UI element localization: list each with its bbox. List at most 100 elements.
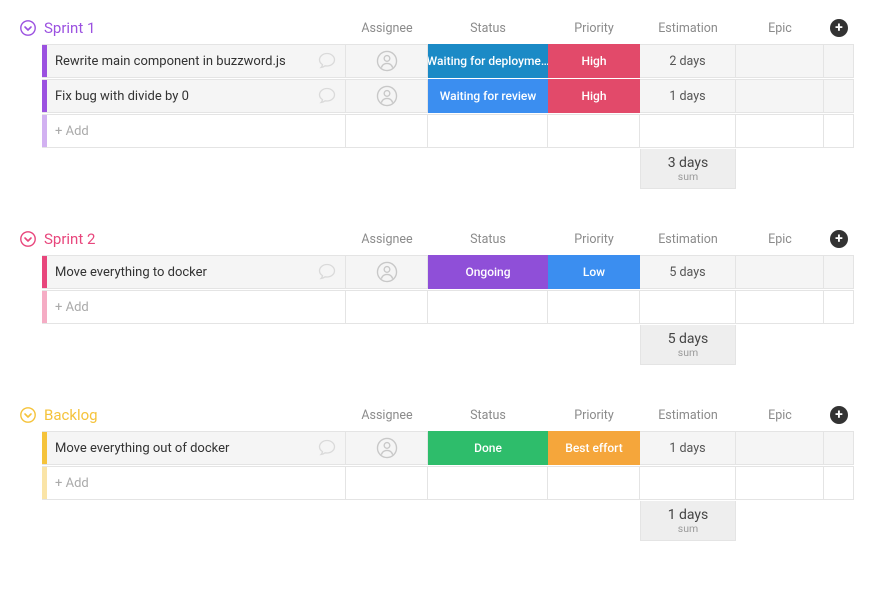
row-end (824, 44, 854, 78)
table-row[interactable]: Fix bug with divide by 0 Waiting for revi… (20, 79, 854, 113)
task-title-cell[interactable]: Fix bug with divide by 0 (42, 79, 346, 113)
epic-cell[interactable] (736, 255, 824, 289)
column-header-priority[interactable]: Priority (548, 232, 640, 247)
column-header-status[interactable]: Status (428, 21, 548, 36)
group: Sprint 1AssigneeStatusPriorityEstimation… (20, 14, 854, 189)
sum-label: sum (678, 170, 698, 183)
priority-cell[interactable]: High (548, 79, 640, 113)
collapse-icon[interactable] (20, 407, 36, 423)
add-row[interactable]: + Add (20, 466, 854, 500)
column-header-estimation[interactable]: Estimation (640, 408, 736, 423)
sum-label: sum (678, 522, 698, 535)
add-row-cell[interactable]: + Add (42, 114, 346, 148)
empty-cell (548, 114, 640, 148)
column-header-assignee[interactable]: Assignee (346, 408, 428, 423)
estimation-cell[interactable]: 1 days (640, 431, 736, 465)
empty-cell (640, 114, 736, 148)
add-row-label[interactable]: + Add (55, 476, 345, 491)
empty-cell (428, 290, 548, 324)
empty-cell (736, 290, 824, 324)
table-row[interactable]: Rewrite main component in buzzword.js Wai… (20, 44, 854, 78)
row-end (824, 114, 854, 148)
priority-cell[interactable]: High (548, 44, 640, 78)
add-row[interactable]: + Add (20, 114, 854, 148)
plus-icon: + (830, 406, 848, 424)
group-title[interactable]: Sprint 2 (42, 230, 346, 248)
sum-value: 3 days (668, 155, 709, 171)
row-end (824, 290, 854, 324)
add-row[interactable]: + Add (20, 290, 854, 324)
row-color-bar (42, 256, 47, 288)
epic-cell[interactable] (736, 79, 824, 113)
assignee-cell[interactable] (346, 431, 428, 465)
group-title[interactable]: Backlog (42, 406, 346, 424)
chat-icon[interactable] (309, 51, 345, 71)
add-column-button[interactable]: + (824, 230, 854, 248)
chat-icon[interactable] (309, 438, 345, 458)
priority-cell[interactable]: Low (548, 255, 640, 289)
add-column-button[interactable]: + (824, 19, 854, 37)
task-title[interactable]: Move everything to docker (55, 265, 309, 280)
task-title[interactable]: Rewrite main component in buzzword.js (55, 54, 309, 69)
plus-icon: + (830, 230, 848, 248)
task-title-cell[interactable]: Move everything to docker (42, 255, 346, 289)
column-header-assignee[interactable]: Assignee (346, 232, 428, 247)
table-row[interactable]: Move everything to docker OngoingLow5 day… (20, 255, 854, 289)
priority-cell[interactable]: Best effort (548, 431, 640, 465)
group-header: Sprint 2AssigneeStatusPriorityEstimation… (20, 225, 854, 253)
assignee-cell[interactable] (346, 44, 428, 78)
empty-cell (736, 466, 824, 500)
estimation-sum: 5 dayssum (640, 325, 736, 365)
column-header-status[interactable]: Status (428, 408, 548, 423)
task-title[interactable]: Fix bug with divide by 0 (55, 89, 309, 104)
column-header-priority[interactable]: Priority (548, 408, 640, 423)
estimation-cell[interactable]: 1 days (640, 79, 736, 113)
column-header-priority[interactable]: Priority (548, 21, 640, 36)
table-row[interactable]: Move everything out of docker DoneBest ef… (20, 431, 854, 465)
chat-icon[interactable] (309, 86, 345, 106)
group-title[interactable]: Sprint 1 (42, 19, 346, 37)
status-cell[interactable]: Waiting for review (428, 79, 548, 113)
add-column-button[interactable]: + (824, 406, 854, 424)
column-header-estimation[interactable]: Estimation (640, 21, 736, 36)
estimation-sum: 3 dayssum (640, 149, 736, 189)
column-header-estimation[interactable]: Estimation (640, 232, 736, 247)
estimation-sum: 1 dayssum (640, 501, 736, 541)
estimation-cell[interactable]: 5 days (640, 255, 736, 289)
epic-cell[interactable] (736, 44, 824, 78)
status-cell[interactable]: Done (428, 431, 548, 465)
add-row-label[interactable]: + Add (55, 300, 345, 315)
column-header-assignee[interactable]: Assignee (346, 21, 428, 36)
column-header-epic[interactable]: Epic (736, 408, 824, 423)
empty-cell (428, 466, 548, 500)
assignee-cell[interactable] (346, 79, 428, 113)
column-header-status[interactable]: Status (428, 232, 548, 247)
empty-cell (640, 290, 736, 324)
row-end (824, 466, 854, 500)
task-title-cell[interactable]: Rewrite main component in buzzword.js (42, 44, 346, 78)
add-row-cell[interactable]: + Add (42, 466, 346, 500)
task-title-cell[interactable]: Move everything out of docker (42, 431, 346, 465)
collapse-icon[interactable] (20, 20, 36, 36)
row-end (824, 79, 854, 113)
row-color-bar (42, 80, 47, 112)
row-end (824, 431, 854, 465)
epic-cell[interactable] (736, 431, 824, 465)
group-header: BacklogAssigneeStatusPriorityEstimationE… (20, 401, 854, 429)
status-cell[interactable]: Waiting for deployme… (428, 44, 548, 78)
row-color-bar (42, 45, 47, 77)
column-header-epic[interactable]: Epic (736, 232, 824, 247)
sum-value: 5 days (668, 331, 709, 347)
estimation-cell[interactable]: 2 days (640, 44, 736, 78)
row-color-bar (42, 115, 47, 147)
add-row-cell[interactable]: + Add (42, 290, 346, 324)
chat-icon[interactable] (309, 262, 345, 282)
assignee-cell[interactable] (346, 255, 428, 289)
status-cell[interactable]: Ongoing (428, 255, 548, 289)
task-title[interactable]: Move everything out of docker (55, 441, 309, 456)
collapse-icon[interactable] (20, 231, 36, 247)
add-row-label[interactable]: + Add (55, 124, 345, 139)
column-header-epic[interactable]: Epic (736, 21, 824, 36)
group-header: Sprint 1AssigneeStatusPriorityEstimation… (20, 14, 854, 42)
row-color-bar (42, 432, 47, 464)
